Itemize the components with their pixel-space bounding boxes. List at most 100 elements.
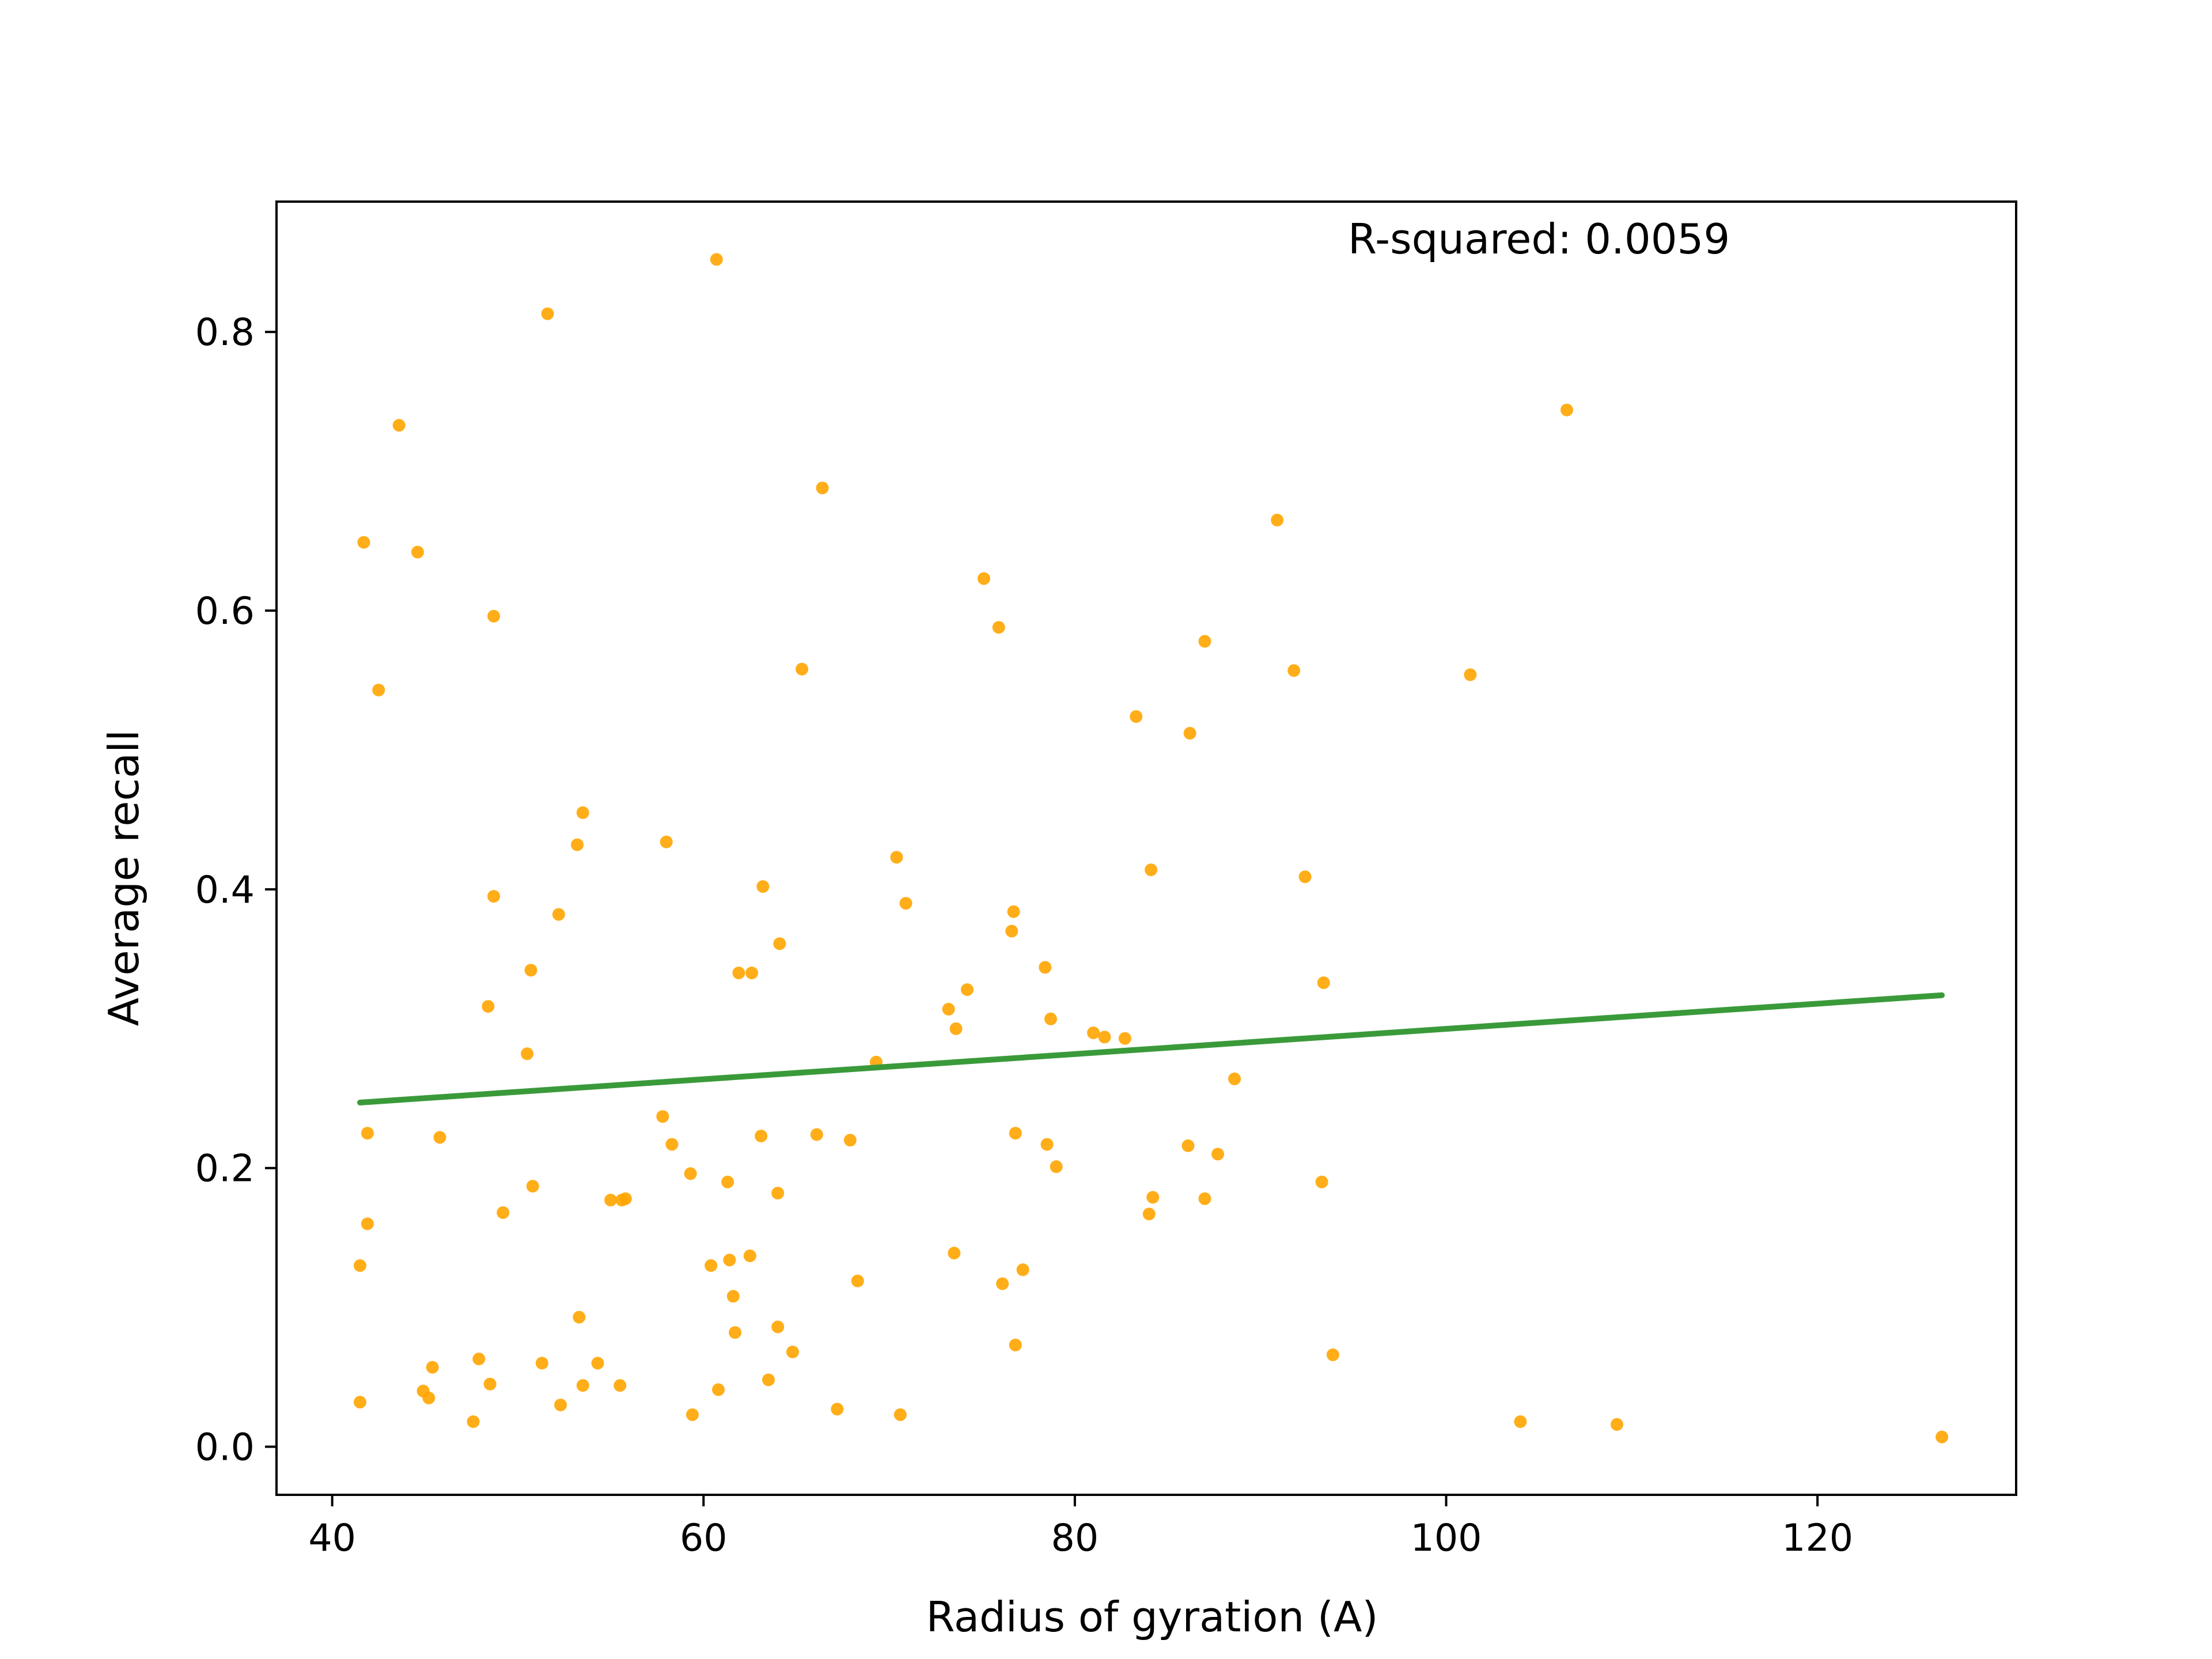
data-point [899,897,912,910]
data-point [576,806,589,819]
data-point [1098,1031,1111,1044]
y-tick-label: 0.0 [195,1426,255,1469]
data-point [656,1110,669,1123]
data-point [1016,1263,1029,1277]
data-point [1050,1160,1063,1173]
data-point [1040,1138,1054,1151]
data-point [743,1249,756,1263]
data-point [686,1408,699,1421]
x-tick-label: 120 [1782,1517,1853,1560]
data-point [1009,1338,1022,1351]
data-point [732,967,745,979]
data-point [1145,863,1158,876]
data-point [949,1022,963,1035]
y-axis-label: Average recall [100,730,148,1027]
x-tick-label: 40 [308,1517,356,1560]
data-point [576,1379,589,1392]
data-point [1211,1147,1225,1161]
data-point [1142,1207,1156,1221]
data-point [1326,1348,1339,1361]
y-tick-label: 0.6 [195,590,255,633]
data-point [992,621,1005,634]
data-point [573,1310,586,1324]
data-point [831,1403,844,1416]
data-point [472,1353,486,1366]
data-point [411,546,424,559]
data-point [1298,870,1312,884]
data-point [361,1217,374,1230]
regression-line-group [357,992,1945,1106]
data-point [796,662,809,676]
data-point [948,1247,961,1260]
data-point [1514,1415,1527,1428]
data-point [996,1277,1009,1290]
data-point [1228,1072,1241,1085]
y-axis-ticks: 0.0 0.2 0.4 0.6 0.8 [195,311,276,1469]
data-point [978,572,990,585]
data-point [1271,513,1284,527]
data-point [745,967,759,979]
data-point [942,1002,955,1016]
r-squared-annotation: R-squared: 0.0059 [1348,215,1730,263]
axes-frame [275,200,2017,1496]
data-point [426,1361,439,1374]
data-point [1183,726,1196,740]
data-point [810,1128,823,1141]
data-point [372,683,385,696]
data-point [1118,1032,1131,1045]
data-point [1009,1127,1022,1140]
data-point [1005,925,1018,938]
data-point [487,890,501,903]
data-point [816,482,829,495]
data-point [354,1259,366,1272]
data-point [422,1391,435,1404]
regression-line [357,992,1945,1106]
data-point [771,1187,785,1200]
data-point [893,1408,907,1421]
x-tick-label: 100 [1410,1517,1482,1560]
data-point [786,1346,799,1358]
data-point [591,1357,604,1370]
data-point [1181,1139,1195,1152]
data-point [1198,635,1211,648]
data-point [483,1377,497,1391]
data-point [571,838,584,851]
data-point [1130,710,1143,723]
data-point [684,1167,697,1180]
y-tick-label: 0.8 [195,311,255,354]
data-point [755,1130,768,1143]
scatter-points [354,253,1949,1444]
data-point [1044,1012,1057,1025]
data-point [726,1290,740,1303]
data-point [961,983,974,996]
data-point [843,1134,857,1147]
data-point [552,908,565,921]
data-point [710,253,723,266]
data-point [762,1373,775,1387]
data-point [482,1000,495,1013]
data-point [604,1194,618,1207]
data-point [524,964,537,977]
x-tick-label: 80 [1051,1517,1099,1560]
data-point [521,1047,534,1060]
data-point [1315,1175,1328,1188]
data-point [1936,1430,1949,1444]
data-point [729,1326,742,1339]
data-point [773,937,786,950]
data-point [487,609,501,623]
data-point [541,307,554,320]
data-point [665,1138,679,1151]
data-point [1146,1191,1160,1204]
data-point [1611,1418,1623,1431]
data-point [392,419,406,432]
data-point [1317,976,1330,989]
data-point [712,1383,725,1396]
data-point [756,880,770,893]
data-point [851,1274,864,1287]
data-point [1464,668,1477,681]
data-point [660,835,673,849]
data-point [526,1180,539,1193]
data-point [721,1175,734,1188]
